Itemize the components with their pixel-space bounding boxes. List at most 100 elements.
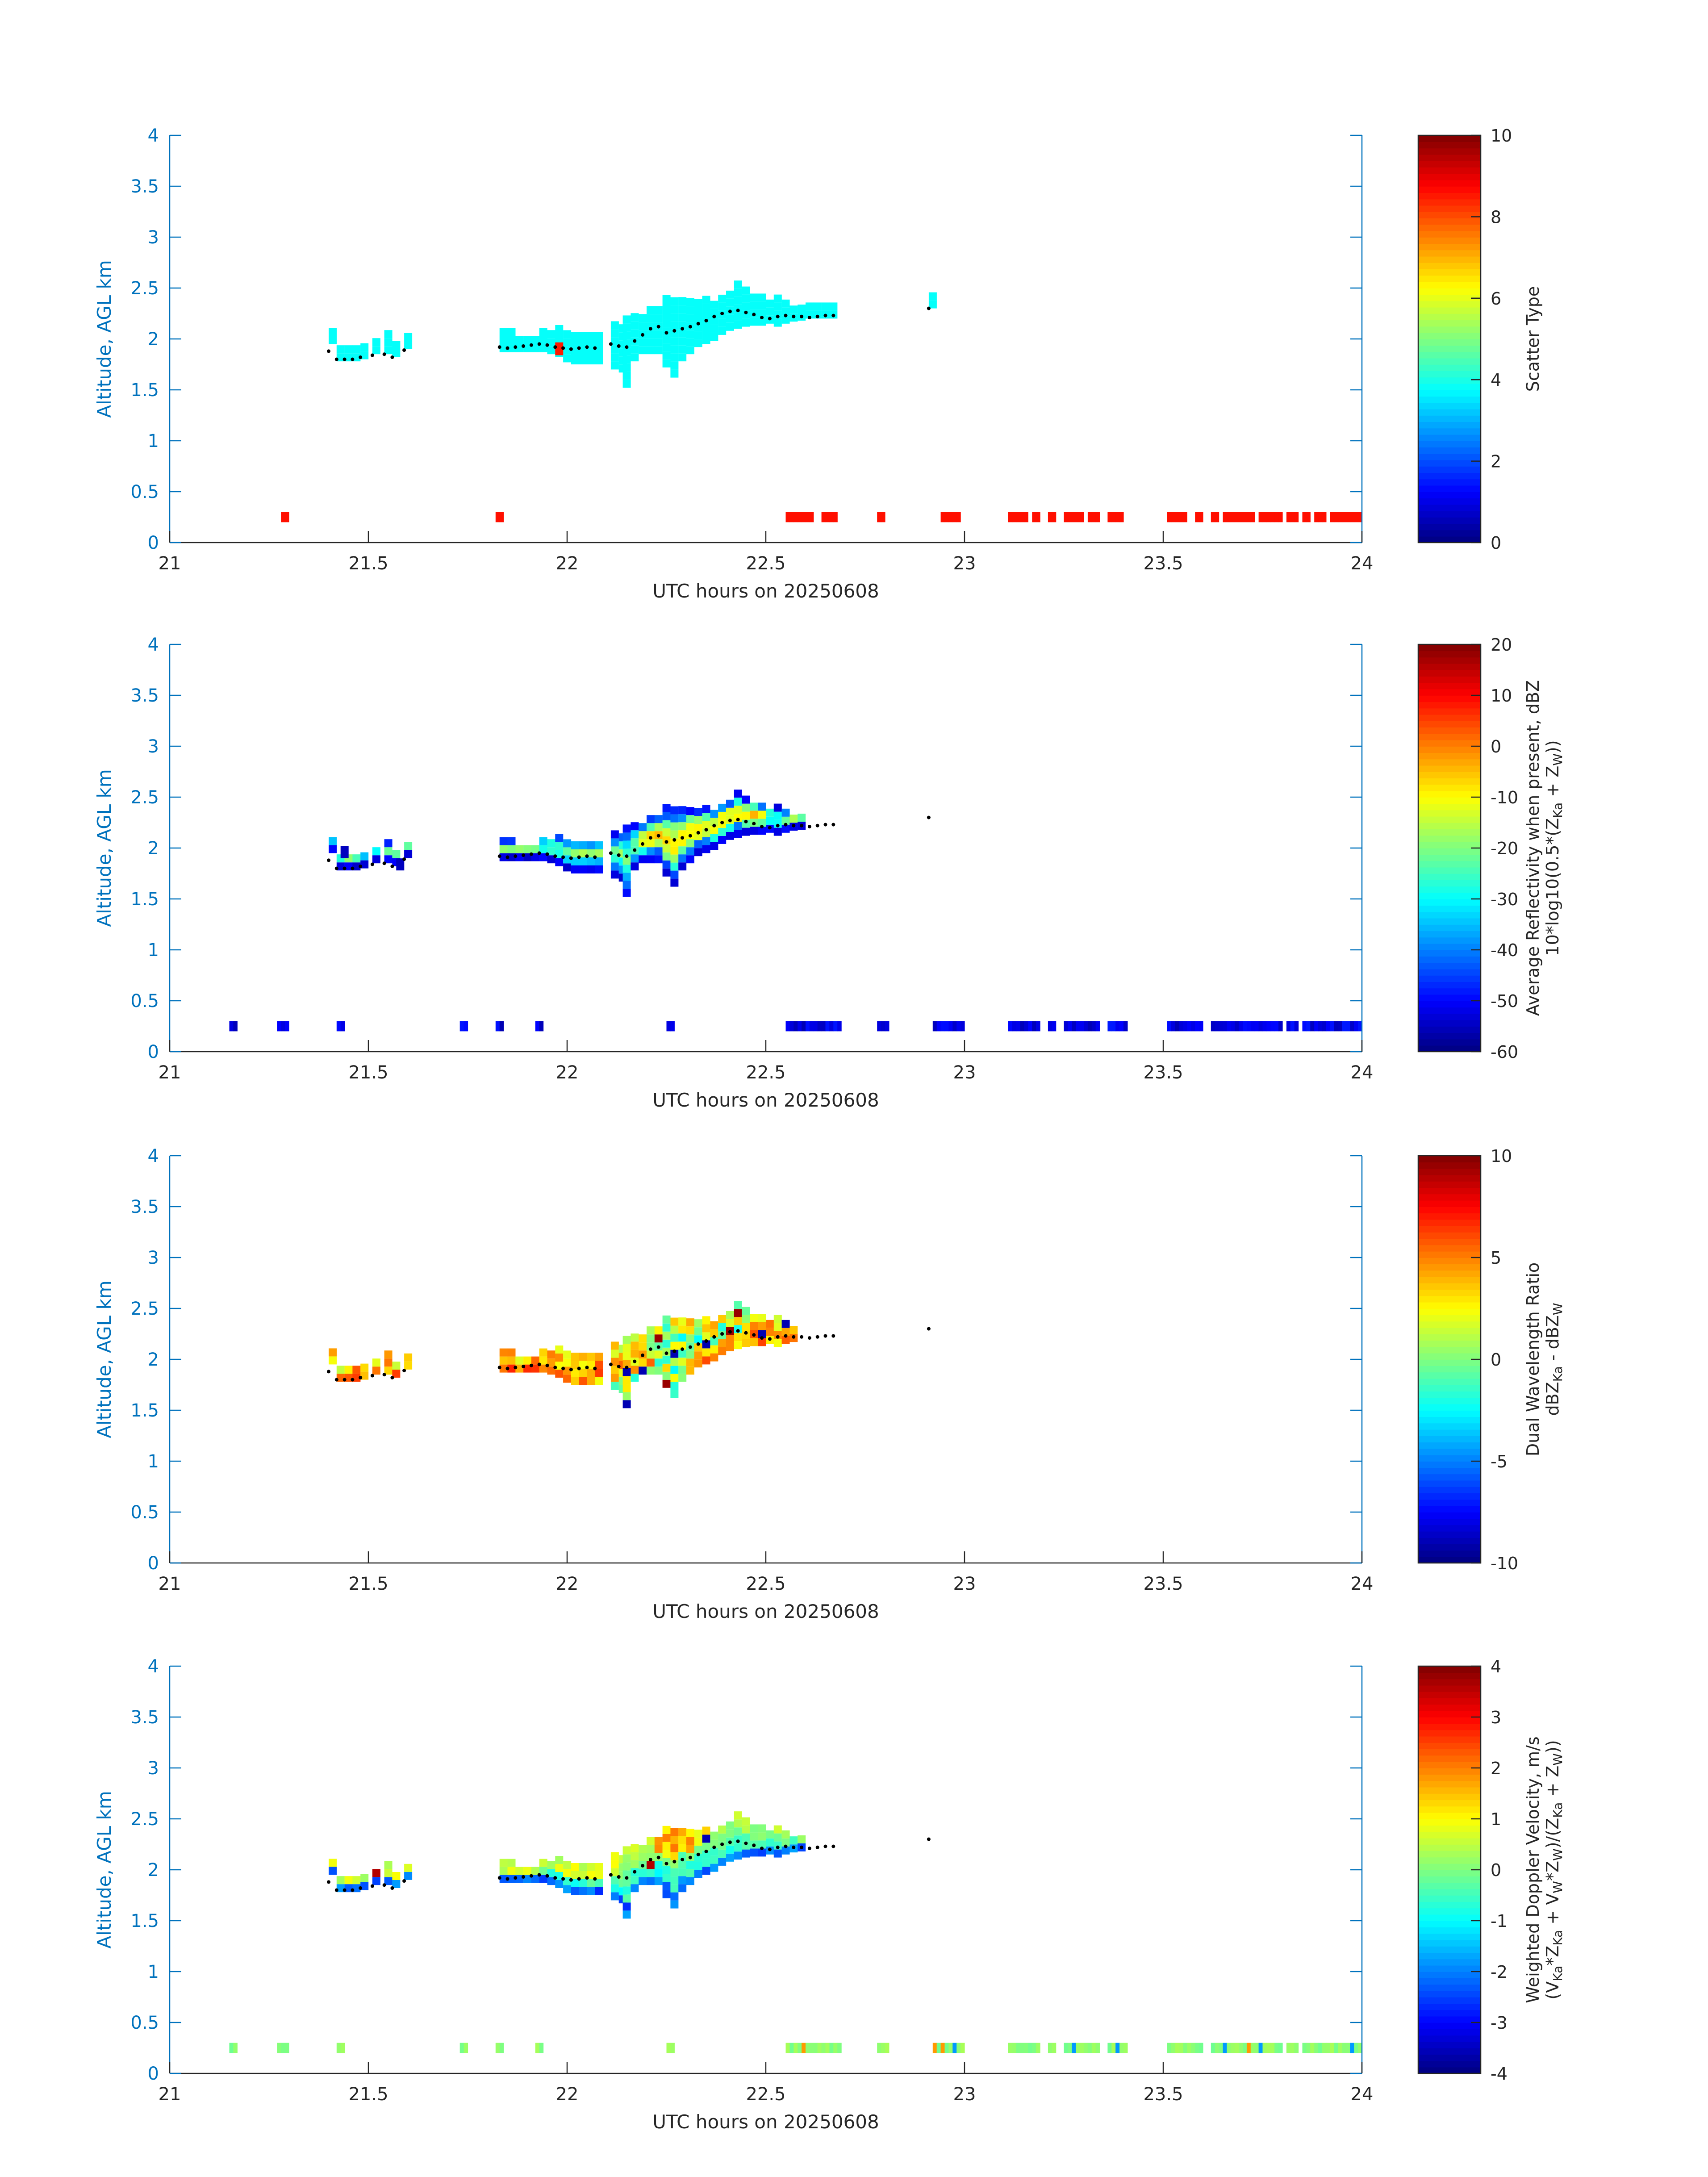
data-cell (595, 1361, 603, 1369)
colorbar-swatch (1418, 1972, 1481, 1979)
data-cell (798, 814, 806, 822)
y-tick-label: 4 (148, 1656, 159, 1677)
data-cell (766, 1328, 774, 1336)
y-tick-label: 0.5 (130, 2013, 159, 2033)
data-cell (622, 339, 631, 348)
track-point (815, 1845, 819, 1849)
data-cell (360, 343, 369, 351)
colorbar-swatch (1418, 733, 1481, 740)
data-cell (384, 1877, 393, 1885)
data-cell (507, 837, 516, 845)
surface-cell (1119, 512, 1124, 522)
surface-cell (229, 2043, 234, 2053)
data-cell (766, 808, 774, 817)
data-cell (639, 346, 647, 355)
data-cell (678, 1350, 687, 1358)
data-cell (563, 1375, 572, 1383)
data-cell (654, 815, 663, 823)
colorbar-swatch (1418, 1378, 1481, 1385)
colorbar-swatch (1418, 1952, 1481, 1960)
track-point (776, 314, 780, 318)
data-cell (670, 361, 679, 370)
track-point (569, 1878, 573, 1882)
surface-cell (1191, 2043, 1195, 2053)
surface-cell (1231, 512, 1235, 522)
surface-cell (1310, 2043, 1315, 2053)
data-cell (710, 834, 718, 842)
surface-cell (464, 2043, 468, 2053)
y-tick-label: 3 (148, 736, 159, 757)
data-cell (571, 340, 579, 348)
track-point (334, 866, 338, 870)
data-cell (631, 1884, 639, 1893)
data-cell (571, 1369, 579, 1377)
colorbar-swatch (1418, 714, 1481, 721)
surface-cell (1171, 1021, 1176, 1032)
x-tick-label: 22 (556, 2084, 579, 2105)
surface-cell (1258, 512, 1263, 522)
data-cell (734, 288, 742, 297)
data-cell (654, 839, 663, 848)
colorbar-swatch (1418, 1295, 1481, 1303)
colorbar-swatch (1418, 364, 1481, 372)
data-cell (555, 1856, 564, 1864)
data-cell (734, 1341, 742, 1350)
colorbar-swatch (1418, 765, 1481, 772)
data-cell (610, 1341, 619, 1350)
track-point (505, 346, 509, 350)
surface-cell (1278, 512, 1283, 522)
track-point (831, 1334, 835, 1338)
surface-cell (948, 512, 953, 522)
data-cell (647, 314, 655, 322)
surface-cell (495, 2043, 500, 2053)
colorbar-swatch (1418, 994, 1481, 1001)
colorbar-swatch (1418, 1156, 1481, 1163)
data-cell (670, 1350, 679, 1358)
surface-cell (1048, 2043, 1052, 2053)
track-point (577, 855, 581, 859)
colorbar-swatch (1418, 504, 1481, 511)
surface-cell (1322, 2043, 1327, 2053)
surface-cell (1250, 2043, 1255, 2053)
data-cell (702, 1834, 710, 1843)
colorbar-swatch (1418, 1704, 1481, 1711)
data-cell (571, 332, 579, 340)
data-cell (622, 1910, 631, 1919)
data-cell (579, 1887, 587, 1895)
data-cell (686, 1318, 694, 1327)
data-cell (639, 1845, 647, 1853)
track-point (529, 1874, 533, 1878)
y-tick-label: 0 (148, 1553, 159, 1574)
data-cell (694, 848, 702, 857)
track-point (641, 842, 645, 846)
data-cell (384, 1358, 393, 1367)
data-cell (507, 336, 516, 344)
data-cell (710, 1855, 718, 1864)
surface-cell (1068, 1021, 1072, 1032)
data-cell (702, 1332, 710, 1341)
colorbar-tick-label: 4 (1491, 1657, 1501, 1676)
colorbar-tick-label: 5 (1491, 1248, 1501, 1268)
data-cell (336, 1374, 345, 1382)
data-cell (726, 1343, 734, 1351)
surface-cell (944, 2043, 949, 2053)
surface-cell (1314, 1021, 1319, 1032)
data-cell (587, 849, 595, 857)
colorbar-swatch (1418, 1315, 1481, 1322)
colorbar-swatch (1418, 2016, 1481, 2023)
data-cell (384, 855, 393, 864)
colorbar-swatch (1418, 320, 1481, 327)
data-cell (662, 359, 671, 368)
surface-cell (789, 512, 794, 522)
data-cell (547, 1861, 555, 1869)
data-cell (639, 338, 647, 347)
surface-cell (1119, 1021, 1124, 1032)
surface-cell (936, 2043, 941, 2053)
x-tick-label: 22 (556, 1062, 579, 1083)
data-cell (539, 344, 547, 352)
colorbar-tick-label: -10 (1491, 788, 1518, 807)
colorbar-swatch (1418, 135, 1481, 142)
data-cell (595, 865, 603, 873)
surface-cell (1358, 1021, 1362, 1032)
